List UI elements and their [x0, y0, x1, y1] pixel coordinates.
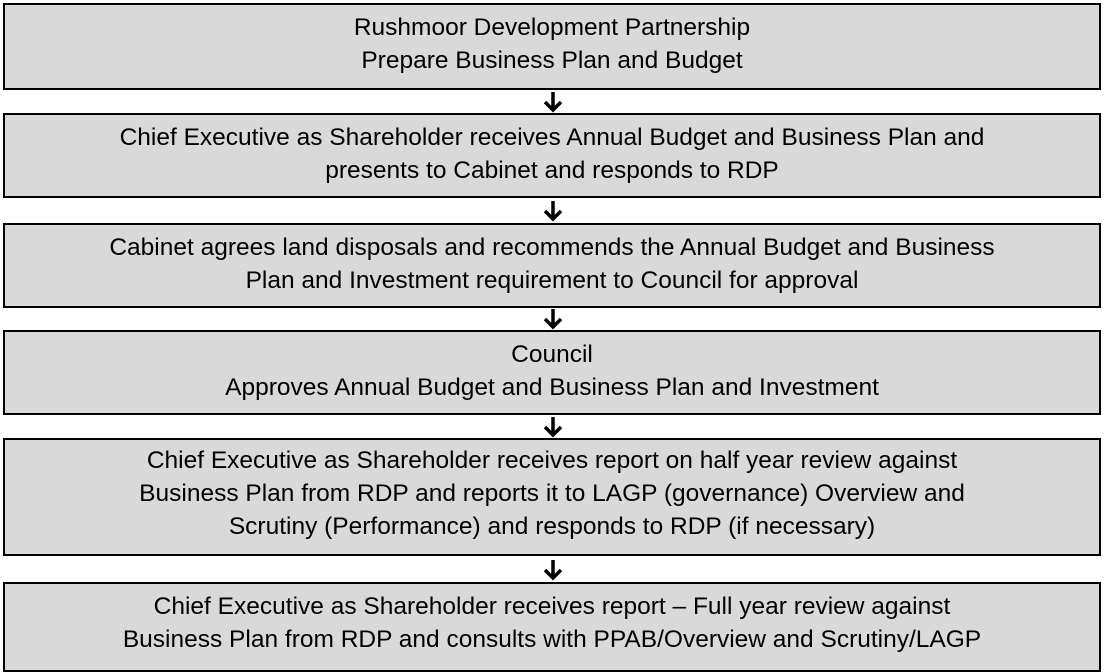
arrow: [543, 200, 563, 221]
box-text: Cabinet agrees land disposals and recomm…: [109, 234, 995, 261]
arrow-shape: [543, 91, 563, 112]
box-text: Plan and Investment requirement to Counc…: [245, 267, 859, 294]
box-text: Chief Executive as Shareholder receives …: [153, 593, 951, 620]
arrow: [543, 416, 563, 437]
page: Rushmoor Development Partnership Prepare …: [3, 3, 1101, 672]
arrow: [543, 309, 563, 330]
box-text: Chief Executive as Shareholder receives …: [119, 124, 985, 151]
box-text: Council: [511, 341, 593, 368]
arrow-shape: [543, 200, 563, 221]
flow-box: Chief Executive as Shareholder receives …: [3, 113, 1101, 198]
flow-box: Chief Executive as Shareholder receives …: [3, 438, 1101, 556]
box-text: Approves Annual Budget and Business Plan…: [225, 374, 879, 401]
box-text: presents to Cabinet and responds to RDP: [325, 157, 779, 184]
flow-box: Cabinet agrees land disposals and recomm…: [3, 223, 1101, 308]
box-text: Business Plan from RDP and consults with…: [122, 626, 982, 653]
box-text: Prepare Business Plan and Budget: [361, 47, 743, 74]
arrow: [543, 560, 563, 581]
box-text: Rushmoor Development Partnership: [353, 14, 751, 41]
arrow-shape: [543, 416, 563, 437]
flow-box: Council Approves Annual Budget and Busine…: [3, 330, 1101, 415]
box-text: Business Plan from RDP and reports it to…: [139, 480, 965, 507]
box-text: Chief Executive as Shareholder receives …: [146, 447, 958, 474]
arrow: [543, 91, 563, 112]
flow-box: Chief Executive as Shareholder receives …: [3, 582, 1101, 672]
flow-box: Rushmoor Development Partnership Prepare …: [3, 3, 1101, 90]
arrow-shape: [543, 309, 563, 330]
arrow-shape: [543, 560, 563, 581]
box-text: Scrutiny (Performance) and responds to R…: [228, 513, 876, 540]
